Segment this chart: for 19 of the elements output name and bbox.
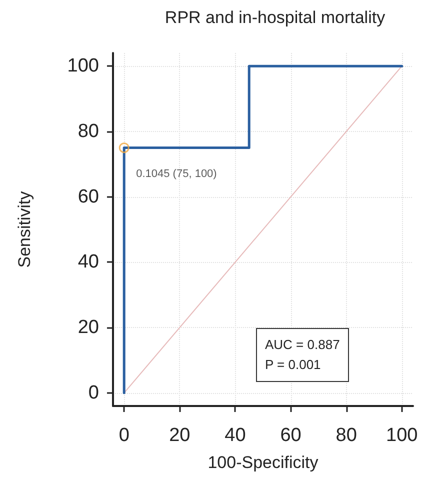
x-tick-label: 60 — [280, 425, 302, 446]
x-tick-label: 80 — [336, 425, 357, 446]
x-tick-label: 100 — [386, 425, 418, 446]
annotation: 0.1045 (75, 100) — [136, 168, 217, 180]
y-axis-title: Sensitivity — [15, 190, 34, 268]
y-tick-label: 80 — [78, 120, 99, 142]
x-tick-label: 40 — [224, 425, 246, 446]
annotation-box: AUC = 0.887 P = 0.001 — [256, 328, 349, 382]
y-tick-label: 60 — [78, 186, 99, 208]
annotation: P = 0.001 — [265, 356, 322, 374]
chart-title: RPR and in-hospital mortality — [164, 8, 386, 27]
x-axis-title: 100-Specificity — [208, 453, 319, 472]
annotation: AUC = 0.887 — [265, 336, 340, 354]
y-tick-label: 20 — [78, 317, 99, 338]
y-tick-label: 0 — [88, 382, 99, 404]
y-tick-label: 40 — [78, 252, 99, 273]
y-tick-label: 100 — [67, 56, 99, 77]
x-tick-label: 0 — [118, 425, 130, 446]
x-tick-label: 20 — [169, 425, 190, 446]
